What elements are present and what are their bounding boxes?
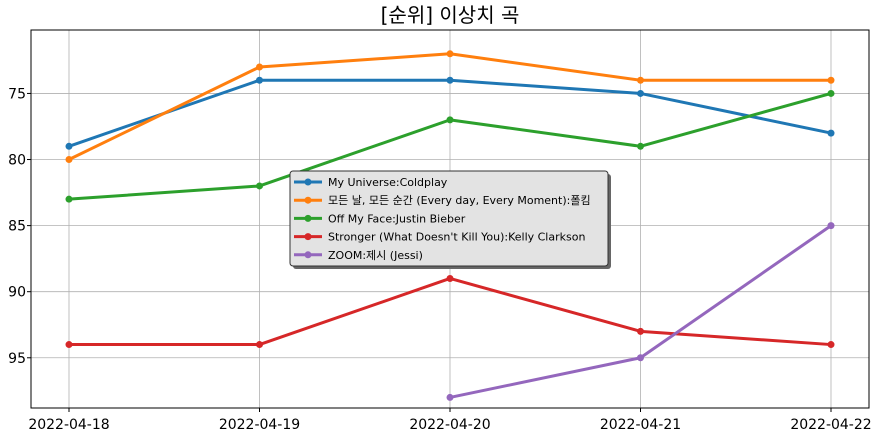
series-5 bbox=[446, 222, 835, 401]
y-tick-label: 90 bbox=[8, 285, 26, 301]
legend-item: Stronger (What Doesn't Kill You):Kelly C… bbox=[294, 231, 585, 244]
legend-marker bbox=[304, 196, 312, 204]
data-point bbox=[637, 76, 644, 84]
data-point bbox=[827, 222, 835, 230]
legend-item: 모든 날, 모든 순간 (Every day, Every Moment):폴킴 bbox=[294, 194, 591, 207]
legend-label: ZOOM:제시 (Jessi) bbox=[328, 249, 423, 262]
legend-marker bbox=[304, 233, 312, 241]
y-tick-label: 95 bbox=[8, 351, 26, 367]
x-axis: 2022-04-18 2022-04-19 2022-04-20 2022-04-21… bbox=[28, 408, 872, 433]
legend-marker bbox=[304, 178, 312, 186]
series-1 bbox=[65, 76, 835, 150]
data-point bbox=[827, 89, 835, 97]
y-tick-label: 75 bbox=[8, 86, 26, 102]
legend-item: My Universe:Coldplay bbox=[294, 176, 448, 189]
data-point bbox=[637, 89, 644, 97]
data-point bbox=[637, 142, 644, 150]
data-point bbox=[637, 354, 644, 362]
legend-label: Stronger (What Doesn't Kill You):Kelly C… bbox=[328, 231, 585, 244]
data-point bbox=[256, 63, 263, 71]
legend-marker bbox=[304, 251, 312, 259]
data-point bbox=[65, 195, 73, 203]
data-point bbox=[827, 76, 835, 84]
legend-marker bbox=[304, 214, 312, 222]
legend-label: 모든 날, 모든 순간 (Every day, Every Moment):폴킴 bbox=[328, 194, 591, 207]
x-tick-label: 2022-04-19 bbox=[219, 417, 300, 433]
x-tick-label: 2022-04-18 bbox=[28, 417, 109, 433]
x-tick-label: 2022-04-20 bbox=[409, 417, 490, 433]
series-4 bbox=[65, 274, 835, 349]
grid bbox=[31, 30, 869, 408]
series-3 bbox=[65, 89, 835, 203]
y-tick-label: 85 bbox=[8, 219, 26, 235]
series-2 bbox=[65, 50, 835, 164]
chart-title: [순위] 이상치 곡 bbox=[381, 3, 520, 27]
series-layer bbox=[65, 50, 835, 401]
x-tick-label: 2022-04-22 bbox=[790, 417, 871, 433]
data-point bbox=[827, 341, 835, 349]
data-point bbox=[446, 76, 454, 84]
data-point bbox=[637, 327, 644, 335]
data-point bbox=[446, 116, 454, 124]
data-point bbox=[65, 341, 73, 349]
legend-item: Off My Face:Justin Bieber bbox=[294, 212, 466, 225]
data-point bbox=[65, 142, 73, 150]
y-tick-label: 80 bbox=[8, 153, 26, 169]
data-point bbox=[65, 156, 73, 164]
x-tick-label: 2022-04-21 bbox=[600, 417, 681, 433]
legend-item: ZOOM:제시 (Jessi) bbox=[294, 249, 423, 262]
y-axis: 75 80 85 90 95 bbox=[8, 86, 31, 367]
data-point bbox=[827, 129, 835, 137]
legend-label: My Universe:Coldplay bbox=[328, 176, 448, 189]
data-point bbox=[446, 274, 454, 282]
legend-box bbox=[289, 170, 609, 267]
data-point bbox=[256, 341, 263, 349]
data-point bbox=[256, 182, 263, 190]
legend: My Universe:Coldplay 모든 날, 모든 순간 (Every d… bbox=[289, 170, 611, 269]
data-point bbox=[446, 393, 454, 401]
legend-label: Off My Face:Justin Bieber bbox=[328, 212, 466, 225]
data-point bbox=[256, 76, 263, 84]
data-point bbox=[446, 50, 454, 58]
